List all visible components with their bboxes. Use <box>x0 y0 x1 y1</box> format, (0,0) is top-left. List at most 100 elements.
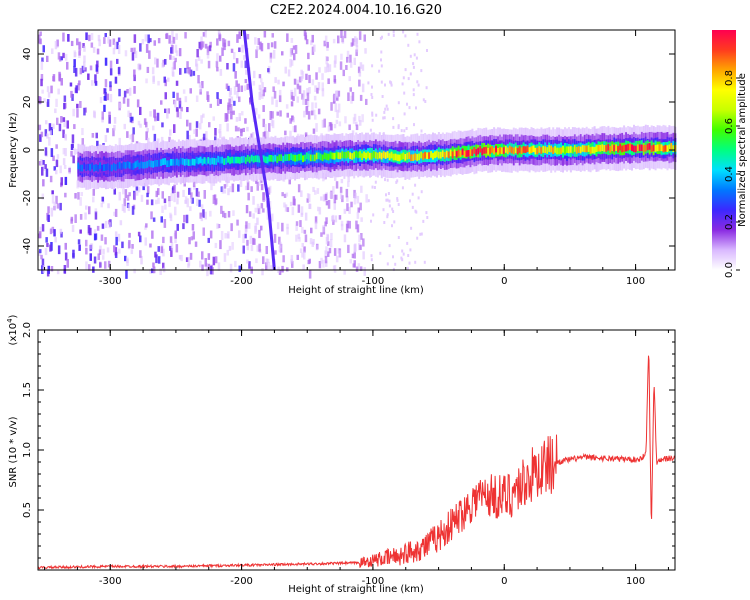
spectrogram-cell <box>621 145 624 153</box>
spectrogram-cell <box>332 219 335 225</box>
spectrogram-cell <box>207 157 210 164</box>
spectrogram-cell <box>396 197 399 201</box>
spectrogram-cell <box>357 207 360 213</box>
spectrogram-cell <box>402 76 405 80</box>
spectrogram-cell <box>252 196 255 205</box>
figure-title: C2E2.2024.004.10.16.G20 <box>270 3 442 18</box>
spectrogram-cell <box>116 41 119 50</box>
spectrogram-cell <box>95 164 98 171</box>
spectrogram-cell <box>386 107 389 111</box>
spectrogram-cell <box>201 251 204 260</box>
spectrogram-cell <box>550 145 553 153</box>
spectrogram-cell <box>333 248 337 256</box>
spectrogram-cell <box>161 205 164 213</box>
spectrogram-cell <box>150 160 153 168</box>
spectrogram-cell <box>300 69 303 75</box>
spectrogram-cell <box>180 106 183 112</box>
spectrogram-cell <box>355 37 358 44</box>
spectrogram-cell <box>359 266 363 271</box>
spectrogram-cell <box>508 145 511 153</box>
spectrogram-cell <box>404 154 407 161</box>
spectrogram-cell <box>262 89 265 97</box>
spectrogram-cell <box>617 145 620 153</box>
spectrogram-cell <box>220 231 224 240</box>
snr-x-axis-label: Height of straight line (km) <box>288 584 424 595</box>
spectrogram-cell <box>290 89 293 96</box>
spectrogram-cell <box>380 64 383 68</box>
spectrogram-cell <box>95 132 98 139</box>
spectrogram-cell <box>49 244 52 252</box>
spectrogram-cell <box>64 176 68 186</box>
spectrogram-cell <box>83 61 86 71</box>
spectrogram-cell <box>141 39 145 45</box>
spectrogram-cell <box>199 212 202 219</box>
spectrogram-cell <box>363 267 366 276</box>
snr-y-tick-label: 1.5 <box>22 382 33 398</box>
spectrogram-cell <box>242 127 245 133</box>
spectrogram-cell <box>46 242 49 248</box>
spectrogram-cell <box>260 183 264 191</box>
spectrogram-cell <box>258 155 261 163</box>
spectrogram-cell <box>321 154 324 162</box>
spectrogram-cell <box>275 99 278 108</box>
spectrogram-cell <box>246 239 249 246</box>
spectrogram-cell <box>64 148 67 157</box>
spectrogram-cell <box>161 62 164 68</box>
spectrogram-cell <box>172 55 175 61</box>
spectrogram-cell <box>184 67 187 74</box>
spectrogram-cell <box>39 249 42 254</box>
spectrogram-cell <box>308 74 311 84</box>
spectrogram-cell <box>351 153 354 160</box>
spectrogram-cell <box>286 112 289 118</box>
spectrogram-cell <box>304 98 308 106</box>
spectrogram-cell <box>334 103 338 113</box>
spectrogram-cell <box>217 262 221 271</box>
spectrogram-cell <box>380 152 383 160</box>
spectrogram-x-tick-label: 100 <box>626 276 645 287</box>
spectrogram-cell <box>64 242 67 250</box>
spectrogram-cell <box>432 152 434 160</box>
spectrogram-cell <box>192 70 196 76</box>
spectrogram-cell <box>38 161 42 166</box>
spectrogram-cell <box>304 154 306 162</box>
spectrogram-cell <box>320 257 323 264</box>
spectrogram-cell <box>325 260 328 267</box>
spectrogram-cell <box>599 144 602 152</box>
spectrogram-cell <box>396 179 399 183</box>
spectrogram-cell <box>79 197 82 206</box>
colorbar-tick-label: 0.8 <box>724 70 735 86</box>
spectrogram-cell <box>207 60 211 69</box>
spectrogram-cell <box>72 108 75 117</box>
spectrogram-cell <box>163 198 167 204</box>
spectrogram-cell <box>506 147 509 155</box>
spectrogram-cell <box>280 154 283 161</box>
spectrogram-cell <box>311 102 314 110</box>
spectrogram-cell <box>55 144 58 149</box>
spectrogram-cell <box>170 40 174 49</box>
spectrogram-cell <box>416 32 419 36</box>
spectrogram-cell <box>219 99 222 104</box>
snr-background <box>38 330 675 570</box>
spectrogram-cell <box>202 133 206 142</box>
spectrogram-cell <box>92 47 96 53</box>
spectrogram-cell <box>248 211 252 217</box>
spectrogram-cell <box>631 144 633 152</box>
spectrogram-cell <box>97 253 100 261</box>
spectrogram-cell <box>209 230 213 239</box>
spectrogram-cell <box>605 145 608 152</box>
spectrogram-cell <box>153 40 156 46</box>
spectrogram-cell <box>636 144 639 151</box>
spectrogram-cell <box>542 146 545 153</box>
spectrogram-cell <box>166 109 169 119</box>
spectrogram-cell <box>62 129 65 138</box>
spectrogram-cell <box>74 214 77 223</box>
spectrogram-cell <box>164 79 167 87</box>
spectrogram-cell <box>305 152 308 160</box>
spectrogram-cell <box>292 126 296 133</box>
spectrogram-cell <box>223 253 227 262</box>
spectrogram-cell <box>613 144 616 152</box>
spectrogram-cell <box>402 252 405 256</box>
spectrogram-cell <box>188 67 191 75</box>
spectrogram-cell <box>333 194 337 204</box>
spectrogram-cell <box>174 230 177 239</box>
